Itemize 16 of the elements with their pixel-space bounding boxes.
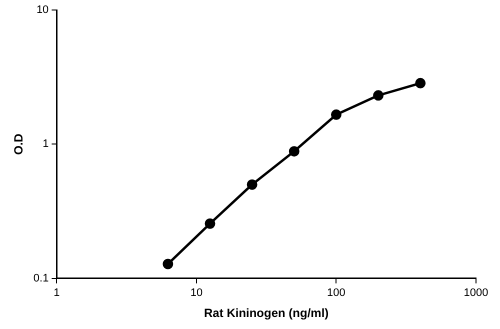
x-axis-title: Rat Kininogen (ng/ml) — [204, 306, 329, 320]
y-tick-label: 1 — [42, 138, 49, 150]
point — [288, 146, 300, 157]
x-tick-label: 10 — [190, 287, 203, 300]
y-tick-label: 0.1 — [33, 272, 49, 284]
y-axis-title: O.D — [12, 133, 26, 155]
y-tick-label: 10 — [36, 4, 49, 16]
x-tick-label: 1000 — [464, 287, 488, 300]
point — [330, 109, 342, 120]
point — [204, 218, 216, 229]
point — [162, 258, 174, 270]
point — [415, 78, 426, 88]
x-tick-label: 100 — [327, 287, 346, 300]
point — [373, 90, 384, 101]
x-tick-label: 1 — [54, 287, 60, 300]
point — [246, 179, 258, 190]
